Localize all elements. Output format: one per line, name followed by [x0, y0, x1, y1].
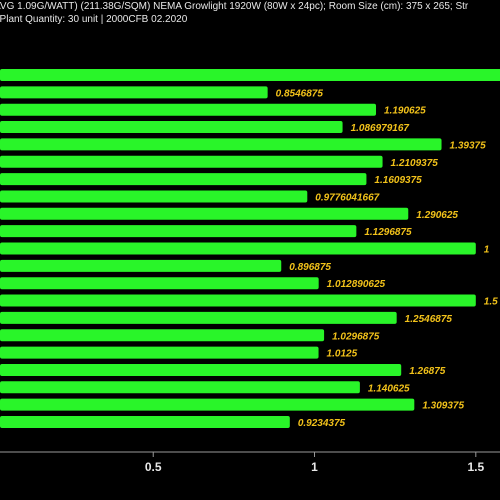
bar	[0, 398, 415, 411]
bar	[0, 311, 397, 324]
bar	[0, 207, 409, 220]
bar	[0, 381, 360, 394]
bar-value-label: 1.012890625	[327, 279, 386, 290]
bar-value-label: 1.1296875	[364, 227, 412, 238]
bar-value-label: 1.1609375	[374, 175, 422, 186]
bar	[0, 173, 367, 186]
bar-value-label: 1.309375	[422, 401, 464, 412]
bar	[0, 103, 377, 116]
bar-value-label: 1.2109375	[391, 158, 439, 169]
bar-value-label: 1.086979167	[351, 123, 410, 134]
bar	[0, 138, 442, 151]
bar-value-label: 0.9234375	[298, 418, 346, 429]
bar	[0, 242, 476, 255]
bar-value-label: 1.290625	[416, 210, 458, 221]
bar-value-label: 1.2546875	[405, 314, 453, 325]
bar-value-label: 1.140625	[368, 383, 410, 394]
x-tick-label: 1	[311, 460, 318, 474]
bar	[0, 329, 325, 342]
bar-value-label: 0.9776041667	[315, 192, 379, 203]
bar	[0, 416, 290, 428]
bar-value-label: 1	[484, 245, 490, 256]
bar-value-label: 1.39375	[450, 140, 487, 151]
bar	[0, 69, 500, 81]
bar	[0, 277, 319, 290]
bar	[0, 121, 343, 134]
bar	[0, 190, 308, 203]
bar	[0, 346, 319, 359]
bar-value-label: 1.190625	[384, 106, 426, 117]
chart-title-line-2: ; Plant Quantity: 30 unit | 2000CFB 02.2…	[0, 14, 188, 25]
bar-value-label: 1.26875	[409, 366, 446, 377]
x-tick-label: 1.5	[467, 460, 484, 474]
bar	[0, 86, 268, 99]
bar-value-label: 1.0296875	[332, 331, 380, 342]
x-tick-label: 0.5	[145, 460, 162, 474]
chart-title-line-1: AVG 1.09G/WATT) (211.38G/SQM) NEMA Growl…	[0, 1, 469, 12]
bar	[0, 225, 357, 238]
bar	[0, 155, 383, 168]
bar-value-label: 1.0125	[327, 349, 358, 360]
bar-value-label: 0.8546875	[276, 88, 324, 99]
bar-value-label: 0.896875	[289, 262, 331, 273]
bar-value-label: 1.5	[484, 297, 498, 308]
bar	[0, 294, 476, 307]
bar	[0, 363, 402, 376]
bar	[0, 259, 282, 272]
